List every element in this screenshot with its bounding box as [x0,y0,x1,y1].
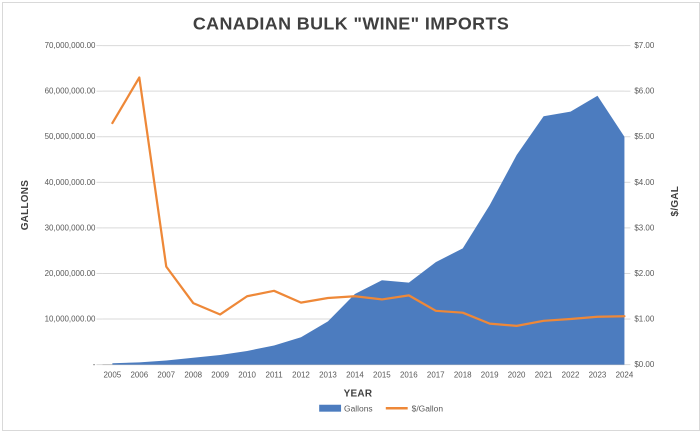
price-line-series [111,76,626,327]
right-axis-label: $2.00 [634,269,654,278]
left-axis-label: 40,000,000.00 [45,178,96,187]
right-axis-label: $7.00 [634,41,654,50]
left-axis-label: 30,000,000.00 [45,223,96,232]
x-axis-label: 2014 [346,371,364,380]
legend: Gallons $/Gallon [319,404,443,414]
x-axis-label: 2018 [454,371,472,380]
left-axis-title: GALLONS [20,180,31,231]
price-line [111,76,626,327]
x-axis-label: 2016 [400,371,418,380]
x-axis-label: 2015 [373,371,391,380]
gallons-area [112,95,625,365]
right-axis-label: $6.00 [634,87,654,96]
left-axis-label: 70,000,000.00 [45,41,96,50]
right-axis-label: $3.00 [634,223,654,232]
x-axis-label: 2023 [589,371,607,380]
left-axis-label: 50,000,000.00 [45,132,96,141]
right-axis-label: $0.00 [634,360,654,369]
x-axis-label: 2019 [481,371,499,380]
right-axis-label: $1.00 [634,315,654,324]
right-axis-title: $/GAL [670,186,681,217]
left-axis-tick-labels: - 10,000,000.00 20,000,000.00 30,000,000.00… [45,41,96,369]
x-axis-label: 2008 [184,371,202,380]
legend-label-gallons: Gallons [344,404,373,414]
right-axis-tick-labels: $0.00 $1.00 $2.00 $3.00 $4.00 $5.00 $6.00 $7.00 [634,41,654,369]
left-axis-label: - [93,360,96,369]
x-axis-label: 2006 [130,371,148,380]
x-axis-label: 2005 [104,371,122,380]
x-axis-label: 2020 [508,371,526,380]
x-axis-label: 2012 [292,371,310,380]
x-axis-label: 2010 [238,371,256,380]
left-axis-label: 20,000,000.00 [45,269,96,278]
x-axis-label: 2013 [319,371,337,380]
x-axis-title: YEAR [344,388,373,399]
legend-label-price: $/Gallon [412,404,444,414]
x-axis-label: 2024 [616,371,634,380]
chart-canvas: - 10,000,000.00 20,000,000.00 30,000,000.00… [20,14,681,414]
right-axis-label: $4.00 [634,178,654,187]
chart-title: CANADIAN BULK "WINE" IMPORTS [193,14,509,34]
right-axis-label: $5.00 [634,132,654,141]
x-axis-label: 2009 [211,371,229,380]
legend-swatch-gallons [319,404,342,412]
x-axis-label: 2022 [562,371,580,380]
x-axis-label: 2007 [157,371,175,380]
x-axis-label: 2017 [427,371,445,380]
left-axis-label: 10,000,000.00 [45,315,96,324]
x-axis-tick-labels: 2005 2006 2007 2008 2009 2010 2011 2012 2013 2014… [104,371,634,380]
left-axis-label: 60,000,000.00 [45,87,96,96]
x-axis-label: 2011 [266,371,284,380]
gallons-area-series [112,95,625,365]
x-axis-label: 2021 [535,371,553,380]
